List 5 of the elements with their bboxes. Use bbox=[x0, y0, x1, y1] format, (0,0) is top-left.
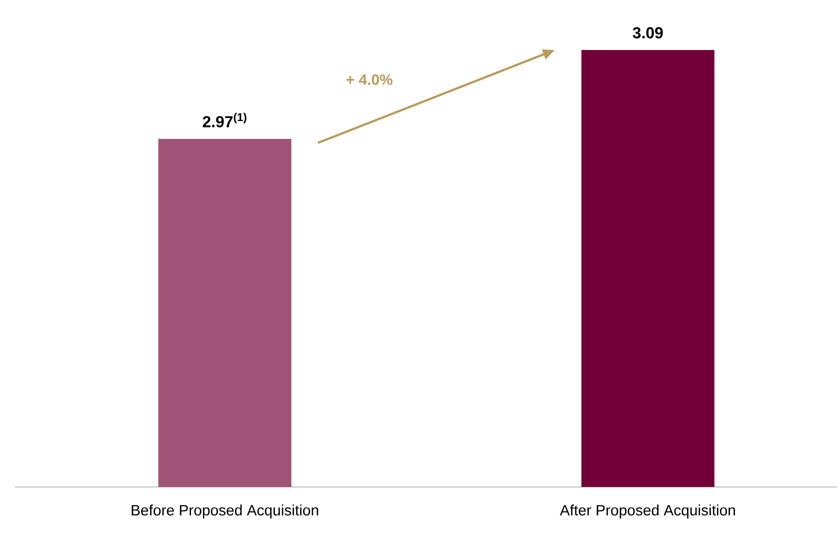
x-tick-label: Before Proposed Acquisition bbox=[132, 504, 318, 518]
data-label: 3.09 bbox=[632, 27, 663, 38]
annotation: + 4.0% bbox=[346, 74, 392, 85]
x-tick-label: After Proposed Acquisition bbox=[560, 504, 735, 518]
data-label: 2.97$^{(1)}$ bbox=[202, 112, 246, 128]
